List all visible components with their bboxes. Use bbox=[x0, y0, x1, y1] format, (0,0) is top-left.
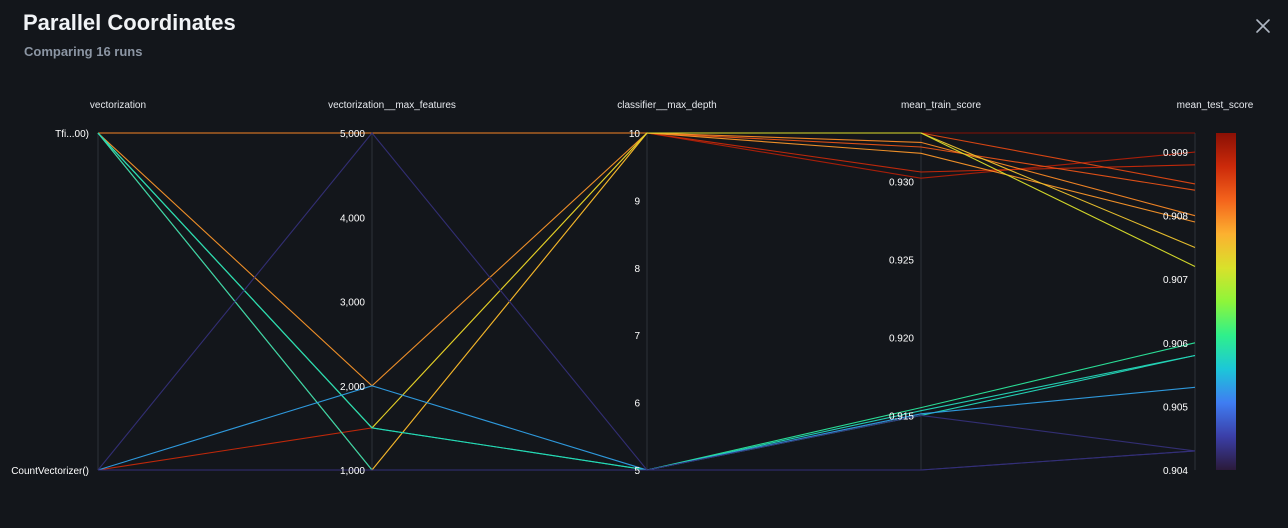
tick-label: 0.904 bbox=[1163, 466, 1188, 477]
tick-label: 5,000 bbox=[340, 129, 365, 140]
axis-header: mean_train_score bbox=[901, 100, 981, 111]
axes-layer: vectorization vectorization__max_features… bbox=[90, 100, 1254, 470]
page-title: Parallel Coordinates bbox=[23, 10, 236, 35]
tick-label: 3,000 bbox=[340, 298, 365, 309]
tick-label: CountVectorizer() bbox=[11, 466, 89, 477]
tick-label: 10 bbox=[629, 129, 641, 140]
tick-label: 9 bbox=[634, 196, 640, 207]
page-subtitle: Comparing 16 runs bbox=[24, 44, 143, 59]
axis-header: vectorization__max_features bbox=[328, 100, 456, 111]
tick-label: Tfi...00) bbox=[55, 129, 89, 140]
tick-label: 4,000 bbox=[340, 213, 365, 224]
tick-label: 0.915 bbox=[889, 411, 914, 422]
tick-label: 6 bbox=[634, 399, 640, 410]
tick-label: 8 bbox=[634, 264, 640, 275]
colorbar-gradient bbox=[1216, 133, 1236, 470]
axis-header: classifier__max_depth bbox=[617, 100, 717, 111]
tick-label: 0.906 bbox=[1163, 339, 1188, 350]
ticks-layer: CountVectorizer() Tfi...00) 1,000 2,000 3,00… bbox=[11, 129, 1188, 477]
tick-label: 7 bbox=[634, 331, 640, 342]
tick-label: 0.925 bbox=[889, 255, 914, 266]
axis-header: mean_test_score bbox=[1177, 100, 1254, 111]
tick-label: 0.908 bbox=[1163, 212, 1188, 223]
run-line[interactable] bbox=[98, 450, 1196, 471]
tick-label: 5 bbox=[634, 466, 640, 477]
tick-label: 0.930 bbox=[889, 177, 914, 188]
lines-layer bbox=[97, 132, 1196, 471]
close-icon bbox=[1256, 19, 1270, 33]
axis-header: vectorization bbox=[90, 100, 146, 111]
close-button[interactable] bbox=[1250, 13, 1276, 39]
tick-label: 0.920 bbox=[889, 333, 914, 344]
tick-label: 2,000 bbox=[340, 382, 365, 393]
tick-label: 1,000 bbox=[340, 466, 365, 477]
tick-label: 0.907 bbox=[1163, 275, 1188, 286]
tick-label: 0.905 bbox=[1163, 402, 1188, 413]
tick-label: 0.909 bbox=[1163, 148, 1188, 159]
colorbar bbox=[1216, 133, 1236, 470]
